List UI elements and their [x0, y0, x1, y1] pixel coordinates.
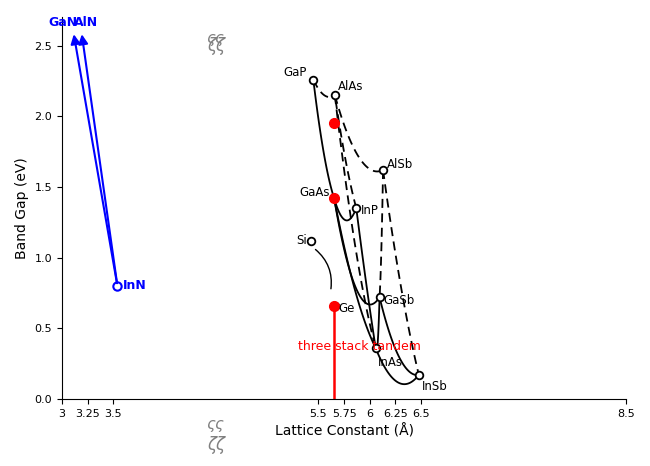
Text: AlAs: AlAs [338, 80, 363, 93]
Text: $\varsigma\varsigma$: $\varsigma\varsigma$ [206, 418, 226, 434]
Text: three stack tandem: three stack tandem [298, 340, 421, 353]
Text: Si: Si [296, 234, 307, 247]
X-axis label: Lattice Constant (Å): Lattice Constant (Å) [274, 424, 413, 439]
Text: ζζ: ζζ [207, 436, 225, 454]
Text: GaSb: GaSb [384, 294, 415, 307]
Y-axis label: Band Gap (eV): Band Gap (eV) [15, 158, 29, 259]
Text: InSb: InSb [422, 380, 448, 393]
Text: GaP: GaP [284, 66, 307, 79]
Text: ζζ: ζζ [207, 37, 225, 55]
Text: InN: InN [123, 280, 146, 292]
Text: InP: InP [360, 205, 378, 218]
Text: AlN: AlN [74, 16, 98, 29]
Text: GaN: GaN [48, 16, 77, 29]
Text: GaAs: GaAs [300, 186, 330, 199]
Text: Ge: Ge [339, 302, 355, 315]
Text: $\varsigma\varsigma$: $\varsigma\varsigma$ [206, 32, 226, 48]
Text: AlSb: AlSb [387, 158, 413, 171]
Text: InAs: InAs [378, 356, 403, 369]
